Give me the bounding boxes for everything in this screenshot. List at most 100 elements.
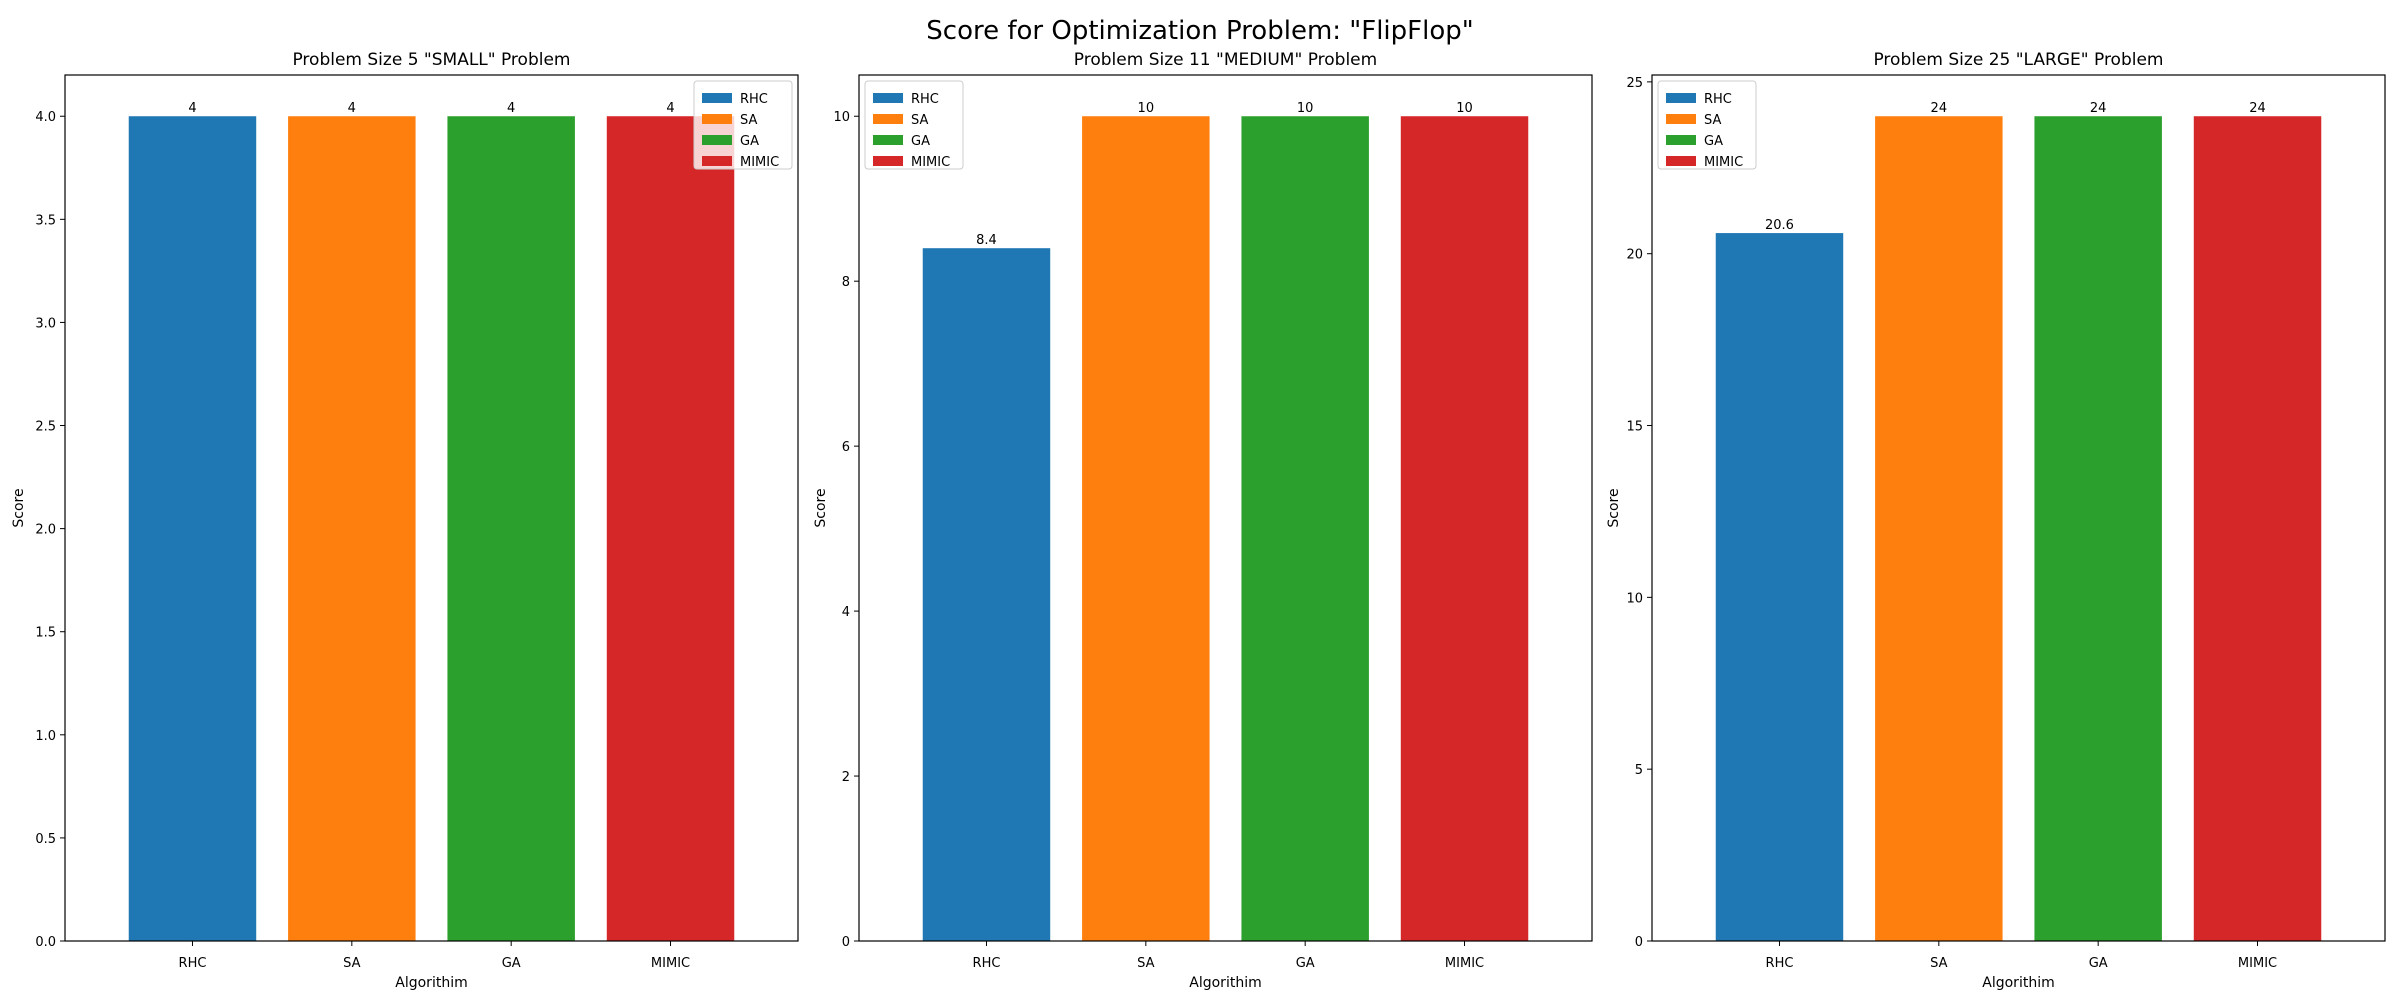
- bar-rhc: [922, 248, 1051, 941]
- legend: RHC SA GA MIMIC: [693, 80, 793, 170]
- y-tick-label: 20: [1626, 248, 1643, 263]
- x-tick-label: MIMIC: [2238, 956, 2277, 971]
- x-axis-label: Algorithim: [1189, 975, 1261, 991]
- legend-swatch: [1666, 135, 1696, 145]
- legend: RHC SA GA MIMIC: [1657, 80, 1757, 170]
- x-axis-label: Algorithim: [1982, 975, 2054, 991]
- x-tick-label: SA: [1137, 956, 1154, 971]
- bar-value-label: 10: [1138, 101, 1155, 116]
- bar-value-label: 20.6: [1765, 218, 1794, 233]
- y-tick-label: 10: [1626, 591, 1643, 606]
- bar-mimic: [1400, 116, 1529, 941]
- y-tick-label: 5: [1635, 763, 1643, 778]
- legend-entry: RHC: [740, 92, 768, 107]
- legend: RHC SA GA MIMIC: [864, 80, 964, 170]
- legend-swatch: [702, 93, 732, 103]
- legend-entry: SA: [1704, 113, 1721, 128]
- legend-swatch: [702, 135, 732, 145]
- bar-value-label: 24: [1931, 101, 1948, 116]
- bar-value-label: 24: [2249, 101, 2266, 116]
- bar-value-label: 4: [666, 101, 674, 116]
- legend-entry: GA: [911, 134, 930, 149]
- panel-title: Problem Size 11 "MEDIUM" Problem: [1074, 50, 1377, 70]
- figure-title: Score for Optimization Problem: "FlipFlo…: [926, 16, 1473, 46]
- y-tick-label: 6: [842, 440, 850, 455]
- chart-panel-3: Problem Size 25 "LARGE" Problem 20.6 24 24 2…: [1606, 50, 2386, 991]
- bar-ga: [1241, 116, 1369, 941]
- y-tick-label: 4: [842, 605, 850, 620]
- y-tick-label: 15: [1626, 420, 1643, 435]
- bar-rhc: [128, 116, 257, 941]
- y-tick-label: 4.0: [35, 110, 56, 125]
- axes-frame: [858, 74, 1593, 942]
- bar-sa: [288, 116, 416, 941]
- legend-entry: GA: [740, 134, 759, 149]
- y-axis-label: Score: [813, 488, 829, 527]
- legend-entry: SA: [740, 113, 757, 128]
- x-tick-label: RHC: [973, 956, 1001, 971]
- x-tick-label: GA: [502, 956, 521, 971]
- bar-value-label: 10: [1297, 101, 1314, 116]
- bar-value-label: 24: [2090, 101, 2107, 116]
- legend-swatch: [873, 135, 903, 145]
- legend-entry: RHC: [911, 92, 939, 107]
- x-tick-label: GA: [2089, 956, 2108, 971]
- x-tick-label: GA: [1296, 956, 1315, 971]
- legend-entry: RHC: [1704, 92, 1732, 107]
- legend-swatch: [702, 114, 732, 124]
- y-tick-label: 0: [842, 935, 850, 950]
- legend-swatch: [1666, 156, 1696, 166]
- x-tick-label: RHC: [179, 956, 207, 971]
- bar-mimic: [606, 116, 735, 941]
- legend-entry: MIMIC: [740, 155, 779, 170]
- bar-ga: [447, 116, 575, 941]
- y-tick-label: 8: [842, 275, 850, 290]
- y-tick-label: 1.5: [35, 626, 56, 641]
- panel-title: Problem Size 5 "SMALL" Problem: [292, 50, 570, 70]
- bar-value-label: 4: [348, 101, 356, 116]
- y-tick-label: 0: [1635, 935, 1643, 950]
- legend-swatch: [702, 156, 732, 166]
- chart-panel-2: Problem Size 11 "MEDIUM" Problem 8.4 10 10 1…: [813, 50, 1593, 991]
- y-axis-label: Score: [11, 488, 27, 527]
- panel-title: Problem Size 25 "LARGE" Problem: [1873, 50, 2163, 70]
- legend-swatch: [873, 93, 903, 103]
- legend-swatch: [1666, 93, 1696, 103]
- bar-mimic: [2193, 116, 2322, 941]
- y-tick-label: 25: [1626, 76, 1643, 91]
- legend-entry: MIMIC: [911, 155, 950, 170]
- y-tick-label: 3.5: [35, 213, 56, 228]
- y-tick-label: 10: [833, 110, 850, 125]
- y-tick-label: 2.5: [35, 420, 56, 435]
- x-axis-label: Algorithim: [395, 975, 467, 991]
- y-tick-label: 2: [842, 770, 850, 785]
- legend-entry: GA: [1704, 134, 1723, 149]
- bar-value-label: 10: [1456, 101, 1473, 116]
- y-axis-label: Score: [1606, 488, 1622, 527]
- x-tick-label: MIMIC: [651, 956, 690, 971]
- bar-ga: [2034, 116, 2162, 941]
- x-tick-label: RHC: [1766, 956, 1794, 971]
- y-tick-label: 3.0: [35, 316, 56, 331]
- axes-frame: [1651, 74, 2386, 942]
- y-tick-label: 1.0: [35, 729, 56, 744]
- axes-frame: [64, 74, 799, 942]
- y-tick-label: 0.5: [35, 832, 56, 847]
- bar-value-label: 8.4: [976, 233, 997, 248]
- bar-sa: [1082, 116, 1210, 941]
- legend-entry: SA: [911, 113, 928, 128]
- legend-entry: MIMIC: [1704, 155, 1743, 170]
- bar-rhc: [1715, 233, 1844, 942]
- x-tick-label: SA: [1930, 956, 1947, 971]
- x-tick-label: SA: [343, 956, 360, 971]
- bar-value-label: 4: [507, 101, 515, 116]
- legend-swatch: [873, 114, 903, 124]
- x-tick-label: MIMIC: [1445, 956, 1484, 971]
- legend-swatch: [1666, 114, 1696, 124]
- y-tick-label: 0.0: [35, 935, 56, 950]
- chart-panel-1: Problem Size 5 "SMALL" Problem 4 4 4 4 0.0 0.5…: [11, 50, 799, 991]
- y-tick-label: 2.0: [35, 523, 56, 538]
- bar-sa: [1875, 116, 2003, 941]
